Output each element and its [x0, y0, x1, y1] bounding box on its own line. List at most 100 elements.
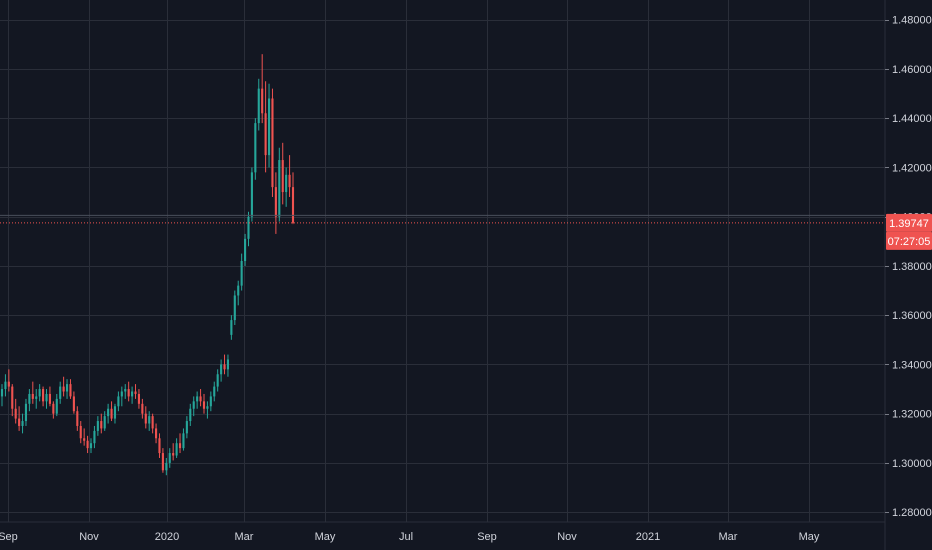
candle	[202, 393, 206, 414]
candle-body	[131, 391, 134, 397]
candle	[48, 386, 51, 407]
time-tick-label: Mar	[719, 531, 738, 543]
price-tick-label: 1.38000	[892, 261, 932, 273]
candle	[144, 406, 147, 429]
candle	[165, 457, 168, 476]
candle-body	[196, 396, 199, 402]
candle-body	[281, 160, 284, 193]
candle-body	[291, 187, 295, 223]
candle-body	[4, 381, 7, 390]
time-tick-label: Nov	[557, 531, 577, 543]
candle	[261, 54, 264, 124]
time-tick-label: Mar	[235, 531, 254, 543]
candle-body	[161, 453, 164, 471]
candle	[38, 384, 41, 402]
candle	[28, 389, 31, 412]
candle	[237, 280, 240, 306]
candle-body	[96, 421, 99, 431]
candle-body	[264, 113, 267, 156]
candle	[220, 359, 223, 382]
candle	[127, 381, 130, 402]
candle	[216, 369, 219, 392]
candle	[148, 411, 151, 431]
price-tick-label: 1.48000	[892, 15, 932, 27]
candle	[141, 398, 144, 419]
candle-body	[230, 320, 233, 335]
candle	[285, 167, 288, 207]
candle	[264, 81, 267, 173]
candle	[196, 391, 199, 409]
candle	[189, 403, 192, 426]
candle	[161, 448, 164, 473]
candle	[158, 433, 161, 458]
candle-body	[62, 386, 65, 392]
time-tick-label: Jul	[399, 531, 413, 543]
candle	[14, 398, 17, 424]
candle	[89, 438, 93, 454]
candle	[79, 421, 82, 444]
candle-body	[271, 98, 274, 188]
time-axis[interactable]: Sep Nov 2020 Mar May Jul Sep Nov 2021 Mar May	[0, 531, 820, 543]
candle-body	[220, 364, 223, 375]
candle	[244, 233, 247, 266]
candle-body	[42, 389, 45, 402]
candle-body	[285, 174, 288, 193]
candle-body	[45, 393, 48, 402]
candle	[86, 435, 89, 454]
candle-body	[247, 216, 250, 239]
candle	[288, 155, 291, 197]
candle	[18, 406, 21, 431]
candle-body	[257, 88, 260, 124]
candle	[178, 433, 182, 454]
candle	[62, 376, 65, 397]
candle-body	[31, 393, 34, 399]
candle-body	[18, 418, 21, 426]
candle	[274, 172, 277, 234]
candle-body	[11, 386, 14, 409]
grid-lines	[0, 0, 885, 522]
candle	[69, 379, 72, 399]
price-tick-label: 1.34000	[892, 359, 932, 371]
candle-body	[35, 396, 38, 399]
candle	[11, 384, 14, 417]
candle	[21, 413, 24, 434]
candle-body	[107, 408, 110, 417]
candle-body	[86, 440, 89, 449]
candle-body	[55, 398, 58, 414]
price-tick-label: 1.46000	[892, 64, 932, 76]
candle	[100, 413, 103, 434]
candle-body	[24, 403, 28, 422]
candle	[117, 391, 120, 412]
candle	[206, 401, 209, 419]
candle-body	[83, 438, 86, 441]
time-tick-label: May	[315, 531, 336, 543]
candle-body	[76, 411, 79, 426]
candle	[154, 423, 158, 444]
candle-body	[209, 396, 212, 407]
candle	[233, 290, 236, 326]
candle	[137, 389, 141, 409]
price-tick-label: 1.32000	[892, 409, 932, 421]
candle-body	[69, 384, 72, 397]
candle-body	[59, 386, 62, 399]
candle	[42, 386, 45, 407]
candle	[271, 88, 274, 197]
countdown-value: 07:27:05	[888, 236, 931, 248]
candle	[0, 384, 4, 407]
candle	[107, 403, 110, 424]
candle	[199, 389, 202, 407]
candle	[254, 118, 257, 180]
candle	[7, 369, 10, 392]
candle	[83, 428, 86, 446]
candle	[31, 381, 34, 404]
candle-body	[127, 389, 130, 397]
candle-body	[89, 443, 93, 449]
candle-body	[165, 462, 168, 471]
candle-body	[192, 401, 195, 409]
candle	[226, 354, 230, 377]
candle-body	[237, 285, 240, 296]
candle-body	[274, 187, 277, 217]
candles	[0, 54, 295, 476]
